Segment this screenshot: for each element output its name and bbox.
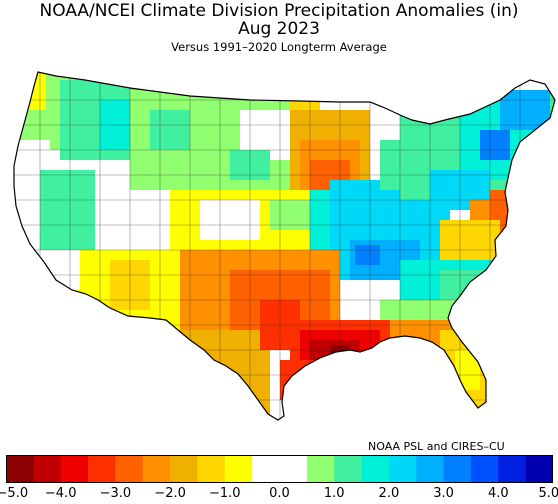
legend-swatch xyxy=(416,455,445,483)
legend-tick-label: 2.0 xyxy=(378,486,400,501)
legend-tick-label: 4.0 xyxy=(487,486,509,501)
legend-swatch xyxy=(88,455,116,483)
map-period: Aug 2023 xyxy=(238,19,320,39)
legend-tick-label: 1.0 xyxy=(323,486,345,501)
legend-tick-label: 0.0 xyxy=(269,486,290,501)
legend-swatch xyxy=(279,455,308,483)
legend-swatch xyxy=(33,455,62,483)
legend-swatch xyxy=(470,455,499,483)
legend-swatch xyxy=(115,455,144,483)
legend-frame xyxy=(6,455,553,483)
legend-tick-label: 5.0 xyxy=(538,486,558,501)
legend-swatch xyxy=(6,455,34,483)
legend-swatch xyxy=(334,455,363,483)
legend-swatch xyxy=(525,455,553,483)
legend-tick-label: −5.0 xyxy=(0,486,29,501)
map-subtitle: Versus 1991–2020 Longterm Average xyxy=(171,40,387,54)
data-credit: NOAA PSL and CIRES–CU xyxy=(368,440,505,453)
legend-tick-label: 3.0 xyxy=(433,486,454,501)
legend-ticks: −5.0 −4.0 −3.0 −2.0 −1.0 0.0 1.0 2.0 3.0 4.0 5.0 xyxy=(0,486,558,502)
legend-tick-label: −1.0 xyxy=(209,486,241,501)
legend-swatch xyxy=(142,455,171,483)
legend-tick-label: −3.0 xyxy=(99,486,132,501)
legend-swatch xyxy=(361,455,390,483)
legend-swatch xyxy=(443,455,472,483)
color-scale-legend xyxy=(6,455,553,483)
legend-swatch xyxy=(224,455,253,483)
legend-swatch xyxy=(60,455,89,483)
map-title: NOAA/NCEI Climate Division Precipitation… xyxy=(39,1,519,21)
legend-swatch xyxy=(498,455,527,483)
precipitation-anomaly-map xyxy=(13,71,556,421)
legend-tick-label: −4.0 xyxy=(44,486,77,501)
legend-swatch xyxy=(197,455,226,483)
legend-swatch xyxy=(306,455,335,483)
legend-tick-label: −2.0 xyxy=(154,486,186,501)
legend-swatch xyxy=(252,455,280,483)
legend-swatch xyxy=(170,455,198,483)
legend-swatch xyxy=(388,455,417,483)
